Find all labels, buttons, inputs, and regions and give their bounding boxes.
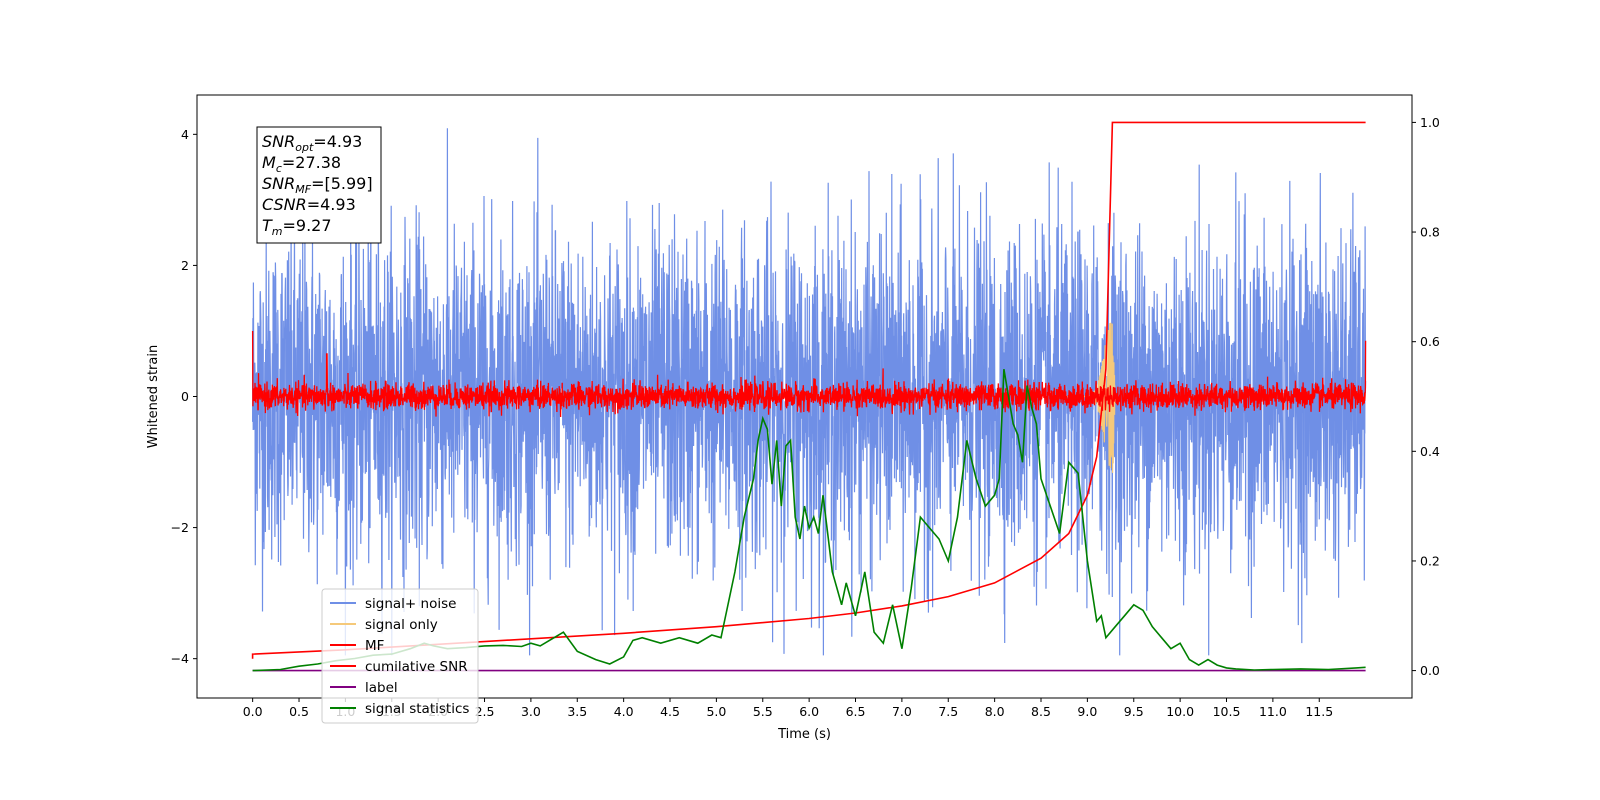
legend-label: label bbox=[365, 680, 398, 696]
x-tick-label: 8.5 bbox=[1031, 704, 1051, 719]
legend-label: signal statistics bbox=[365, 701, 469, 717]
y-axis-label: Whitened strain bbox=[146, 345, 161, 448]
annotation-value: =9.27 bbox=[283, 216, 332, 235]
x-tick-label: 10.0 bbox=[1166, 704, 1194, 719]
legend-label: signal+ noise bbox=[365, 596, 456, 612]
x-tick-label: 3.5 bbox=[567, 704, 587, 719]
x-tick-label: 11.5 bbox=[1305, 704, 1333, 719]
y-tick-label: 0 bbox=[181, 389, 189, 404]
x-tick-label: 4.5 bbox=[660, 704, 680, 719]
legend-label: cumilative SNR bbox=[365, 659, 468, 675]
annotation-line: CSNR=4.93 bbox=[262, 195, 356, 214]
annotation-frame bbox=[256, 126, 382, 244]
y2-tick-label: 1.0 bbox=[1420, 115, 1440, 130]
annotation-symbol: M bbox=[262, 153, 276, 172]
y-tick-label: 2 bbox=[181, 258, 189, 273]
x-tick-label: 9.0 bbox=[1077, 704, 1097, 719]
y-tick-label: −2 bbox=[171, 520, 189, 535]
y2-tick-label: 0.6 bbox=[1420, 334, 1440, 349]
y2-tick-label: 0.2 bbox=[1420, 553, 1440, 568]
x-tick-label: 6.0 bbox=[799, 704, 819, 719]
x-tick-label: 2.5 bbox=[475, 704, 495, 719]
annotation-subscript: m bbox=[272, 225, 283, 238]
y2-tick-label: 0.4 bbox=[1420, 444, 1440, 459]
series-line-signal-noise bbox=[252, 128, 1367, 656]
annotation-subscript: MF bbox=[295, 183, 311, 196]
y2-tick-label: 0.0 bbox=[1420, 663, 1440, 678]
x-tick-label: 3.0 bbox=[521, 704, 541, 719]
x-tick-label: 5.5 bbox=[753, 704, 773, 719]
x-tick-label: 7.0 bbox=[892, 704, 912, 719]
x-tick-label: 0.5 bbox=[289, 704, 309, 719]
legend-frame bbox=[321, 588, 479, 724]
x-tick-label: 5.0 bbox=[706, 704, 726, 719]
annotation-value: =[5.99] bbox=[311, 174, 373, 193]
y-tick-label: 4 bbox=[181, 127, 189, 142]
annotation-symbol: SNR bbox=[262, 132, 295, 151]
x-tick-label: 4.0 bbox=[614, 704, 634, 719]
annotation-value: =27.38 bbox=[282, 153, 341, 172]
x-tick-label: 10.5 bbox=[1213, 704, 1241, 719]
annotation-line: Mc=27.38 bbox=[262, 153, 341, 175]
x-tick-label: 8.0 bbox=[985, 704, 1005, 719]
series-line-signal-statistics bbox=[252, 368, 1366, 672]
x-tick-label: 7.5 bbox=[938, 704, 958, 719]
annotation-line: SNRMF=[5.99] bbox=[262, 174, 373, 196]
y2-tick-label: 0.8 bbox=[1420, 225, 1440, 240]
annotation-value: =4.93 bbox=[313, 132, 362, 151]
x-tick-label: 6.5 bbox=[846, 704, 866, 719]
legend-label: signal only bbox=[365, 617, 438, 633]
annotation-subscript: opt bbox=[295, 141, 314, 154]
x-tick-label: 9.5 bbox=[1124, 704, 1144, 719]
y-axis-right: 0.0 0.2 0.4 0.6 0.8 1.0 bbox=[1412, 115, 1440, 678]
annotation-line: Tm=9.27 bbox=[262, 216, 332, 238]
annotation-box: SNRopt=4.93Mc=27.38SNRMF=[5.99]CSNR=4.93… bbox=[256, 126, 382, 244]
y-axis-left: −4 −2 0 2 4 bbox=[171, 127, 197, 666]
annotation-symbol: SNR bbox=[262, 174, 295, 193]
legend-label: MF bbox=[365, 638, 384, 654]
series-lines bbox=[251, 121, 1367, 672]
annotation-line: SNRopt=4.93 bbox=[262, 132, 362, 154]
annotation-symbol: CSNR bbox=[262, 195, 307, 214]
annotation-value: =4.93 bbox=[307, 195, 356, 214]
x-tick-label: 0.0 bbox=[243, 704, 263, 719]
x-axis-label: Time (s) bbox=[777, 727, 831, 742]
annotation-symbol: T bbox=[262, 216, 273, 235]
x-tick-label: 11.0 bbox=[1259, 704, 1287, 719]
series-line-mf bbox=[251, 330, 1367, 418]
y-tick-label: −4 bbox=[171, 651, 189, 666]
annotation-subscript: c bbox=[276, 162, 282, 175]
legend: signal+ noise signal only MF cumilative SNR… bbox=[321, 588, 479, 724]
